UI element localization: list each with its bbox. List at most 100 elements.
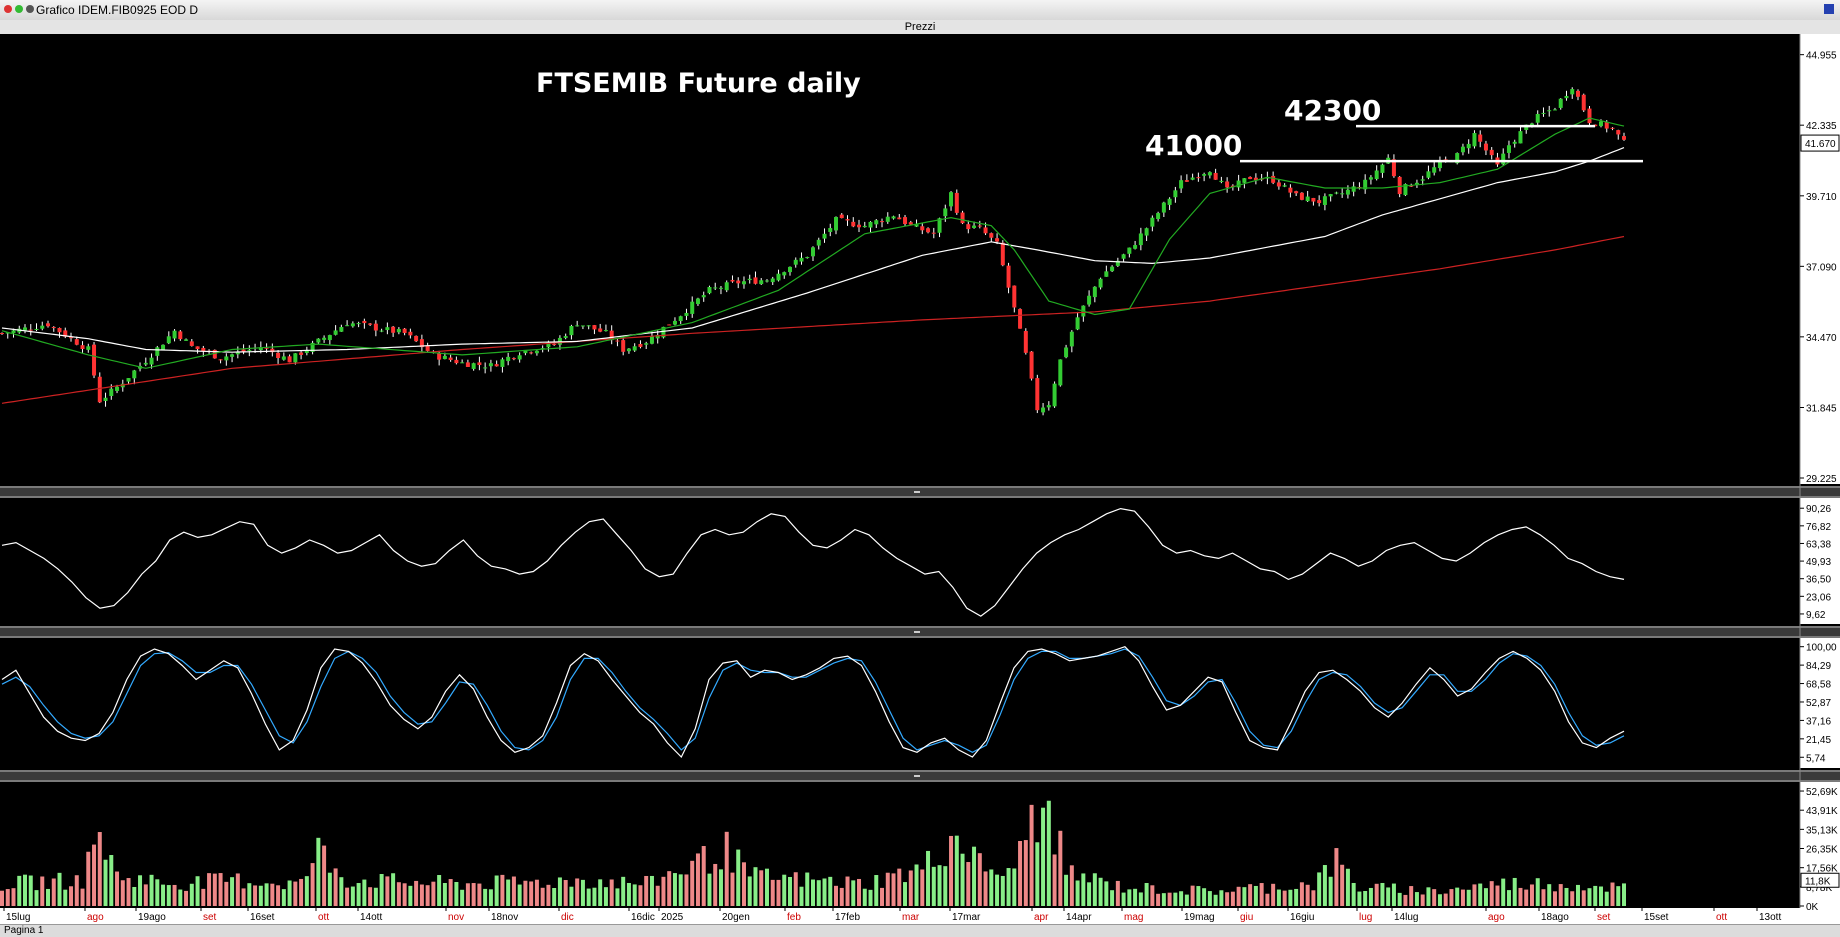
volume-bar[interactable] xyxy=(1564,887,1569,906)
volume-bar[interactable] xyxy=(1587,888,1592,906)
candle-body[interactable] xyxy=(109,388,114,397)
candle-body[interactable] xyxy=(580,325,585,327)
volume-bar[interactable] xyxy=(1357,891,1362,906)
candle-body[interactable] xyxy=(1506,145,1511,153)
candle-body[interactable] xyxy=(517,355,522,360)
candle-body[interactable] xyxy=(569,326,574,336)
candle-body[interactable] xyxy=(149,357,154,365)
volume-bar[interactable] xyxy=(1035,842,1040,906)
candle-body[interactable] xyxy=(511,358,516,360)
candle-body[interactable] xyxy=(454,359,459,364)
volume-bar[interactable] xyxy=(207,873,212,906)
volume-bar[interactable] xyxy=(1299,882,1304,906)
volume-bar[interactable] xyxy=(822,878,827,906)
volume-bar[interactable] xyxy=(1288,889,1293,906)
candle-body[interactable] xyxy=(903,217,908,225)
volume-bar[interactable] xyxy=(437,875,442,906)
volume-bar[interactable] xyxy=(1052,854,1057,906)
candle-body[interactable] xyxy=(161,344,166,350)
volume-bar[interactable] xyxy=(1190,885,1195,906)
candle-body[interactable] xyxy=(184,339,189,341)
volume-bar[interactable] xyxy=(356,883,361,906)
candle-body[interactable] xyxy=(1282,185,1287,187)
volume-bar[interactable] xyxy=(166,885,171,906)
volume-bar[interactable] xyxy=(1391,883,1396,906)
volume-bar[interactable] xyxy=(1075,880,1080,906)
candle-body[interactable] xyxy=(575,325,580,327)
volume-bar[interactable] xyxy=(1340,864,1345,906)
candle-body[interactable] xyxy=(391,326,396,333)
candle-body[interactable] xyxy=(1092,286,1097,298)
candle-body[interactable] xyxy=(1046,405,1051,408)
volume-bar[interactable] xyxy=(615,888,620,906)
volume-bar[interactable] xyxy=(1173,892,1178,906)
volume-bar[interactable] xyxy=(672,873,677,906)
candle-body[interactable] xyxy=(5,332,10,334)
volume-bar[interactable] xyxy=(1248,884,1253,906)
candle-body[interactable] xyxy=(23,327,28,331)
volume-bar[interactable] xyxy=(1581,890,1586,906)
candle-body[interactable] xyxy=(195,346,200,350)
candle-body[interactable] xyxy=(1219,180,1224,182)
candle-body[interactable] xyxy=(483,367,488,369)
candle-body[interactable] xyxy=(1322,196,1327,205)
candle-body[interactable] xyxy=(1334,192,1339,194)
volume-bar[interactable] xyxy=(776,879,781,906)
volume-bar[interactable] xyxy=(891,873,896,906)
volume-bar[interactable] xyxy=(1374,883,1379,906)
candle-body[interactable] xyxy=(368,323,373,325)
volume-bar[interactable] xyxy=(241,888,246,906)
candle-body[interactable] xyxy=(46,323,51,327)
volume-bar[interactable] xyxy=(741,862,746,906)
volume-bar[interactable] xyxy=(414,880,419,906)
volume-bar[interactable] xyxy=(655,885,660,906)
candle-body[interactable] xyxy=(793,259,798,265)
candle-body[interactable] xyxy=(1535,113,1540,123)
volume-bar[interactable] xyxy=(805,872,810,906)
candle-body[interactable] xyxy=(126,378,131,382)
candle-body[interactable] xyxy=(373,323,378,331)
candle-body[interactable] xyxy=(80,345,85,350)
candle-body[interactable] xyxy=(1478,134,1483,142)
candle-body[interactable] xyxy=(1403,184,1408,196)
candle-body[interactable] xyxy=(166,336,171,344)
volume-bar[interactable] xyxy=(1472,884,1477,906)
candle-body[interactable] xyxy=(333,330,338,335)
candle-body[interactable] xyxy=(1018,309,1023,329)
volume-bar[interactable] xyxy=(534,879,539,906)
volume-bar[interactable] xyxy=(1225,892,1230,906)
volume-bar[interactable] xyxy=(40,876,45,906)
candle-body[interactable] xyxy=(523,350,528,354)
volume-bar[interactable] xyxy=(1305,884,1310,906)
candle-body[interactable] xyxy=(408,331,413,336)
volume-bar[interactable] xyxy=(189,883,194,906)
volume-bar[interactable] xyxy=(379,874,384,906)
volume-bar[interactable] xyxy=(828,876,833,906)
volume-bar[interactable] xyxy=(138,875,143,906)
candle-body[interactable] xyxy=(1248,176,1253,180)
volume-bar[interactable] xyxy=(874,875,879,906)
volume-bar[interactable] xyxy=(281,889,286,906)
volume-bar[interactable] xyxy=(51,878,56,906)
candle-body[interactable] xyxy=(529,352,534,354)
candle-body[interactable] xyxy=(1363,179,1368,190)
candle-body[interactable] xyxy=(419,339,424,348)
candle-body[interactable] xyxy=(862,225,867,228)
volume-bar[interactable] xyxy=(258,885,263,906)
candle-body[interactable] xyxy=(1575,90,1580,97)
volume-bar[interactable] xyxy=(1604,891,1609,906)
volume-bar[interactable] xyxy=(316,837,321,906)
candle-body[interactable] xyxy=(1196,177,1201,179)
volume-bar[interactable] xyxy=(857,878,862,906)
volume-bar[interactable] xyxy=(442,882,447,906)
candle-body[interactable] xyxy=(908,222,913,225)
volume-bar[interactable] xyxy=(327,872,332,906)
volume-bar[interactable] xyxy=(304,876,309,906)
candle-body[interactable] xyxy=(1489,149,1494,156)
candle-body[interactable] xyxy=(1098,278,1103,288)
candle-body[interactable] xyxy=(1518,131,1523,144)
candle-body[interactable] xyxy=(1115,260,1120,266)
candle-body[interactable] xyxy=(1587,108,1592,124)
candle-body[interactable] xyxy=(1432,167,1437,173)
candle-body[interactable] xyxy=(1351,186,1356,192)
